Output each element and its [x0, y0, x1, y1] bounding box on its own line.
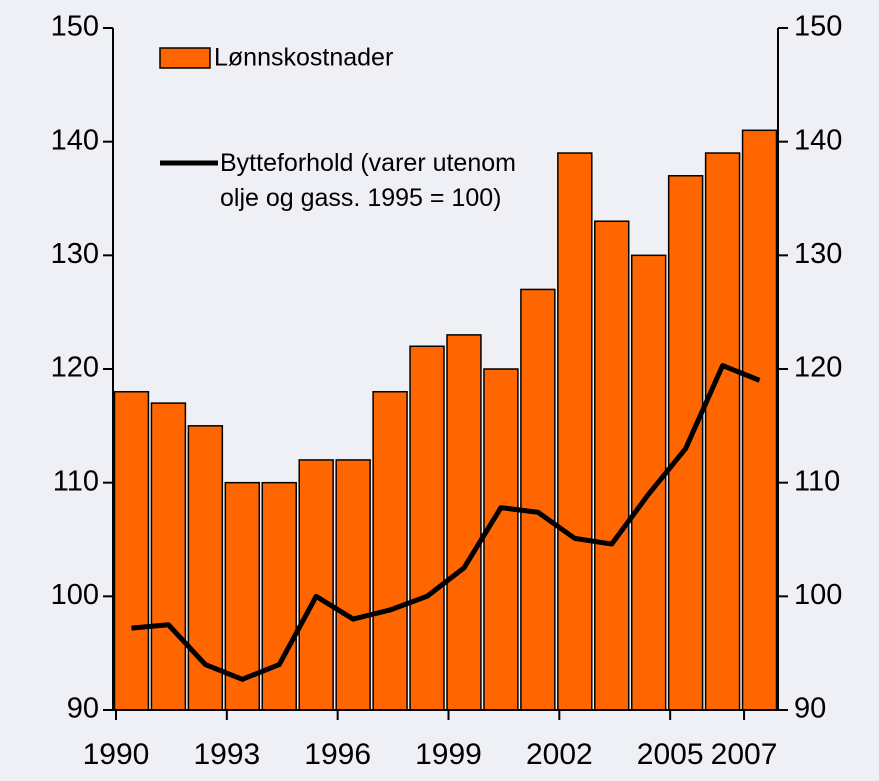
y2-tick-label: 130 — [794, 238, 842, 270]
bar — [446, 334, 482, 711]
bar — [520, 288, 556, 711]
y-tick-label: 110 — [53, 465, 99, 497]
y2-tick-label: 90 — [794, 693, 826, 725]
y-tick-label: 120 — [51, 352, 99, 384]
x-tick-label: 1996 — [304, 738, 371, 771]
y2-tick-label: 110 — [794, 465, 840, 497]
bar — [741, 129, 778, 711]
bar — [594, 220, 630, 711]
x-tick-label: 2005 — [637, 738, 704, 771]
bar — [704, 152, 741, 711]
x-tick-label: 1999 — [415, 738, 482, 771]
x-tick-label: 2002 — [526, 738, 593, 771]
y2-tick-label: 150 — [794, 11, 842, 43]
x-tick-label: 2007 — [711, 738, 778, 771]
bar — [557, 152, 593, 711]
bar — [409, 345, 445, 711]
y-tick-label: 90 — [67, 693, 99, 725]
bar — [150, 402, 187, 711]
x-tick-label: 1993 — [193, 738, 260, 771]
bar — [483, 368, 519, 711]
x-tick-label: 1990 — [83, 738, 150, 771]
legend-label: Bytteforhold (varer utenom olje og gass.… — [220, 149, 516, 212]
bar — [298, 459, 334, 711]
y-tick-label: 150 — [51, 11, 99, 43]
y2-tick-label: 100 — [794, 579, 842, 611]
legend-label: Lønnskostnader — [214, 44, 393, 72]
bar — [335, 459, 371, 711]
y-tick-label: 130 — [51, 238, 99, 270]
bar — [372, 390, 408, 711]
y2-tick-label: 140 — [794, 124, 842, 156]
y-tick-label: 140 — [51, 124, 99, 156]
bar — [261, 481, 297, 711]
line — [131, 363, 761, 682]
bar — [113, 390, 150, 711]
y-tick-label: 100 — [51, 579, 99, 611]
y2-tick-label: 120 — [794, 352, 842, 384]
legend-swatch — [159, 47, 211, 69]
